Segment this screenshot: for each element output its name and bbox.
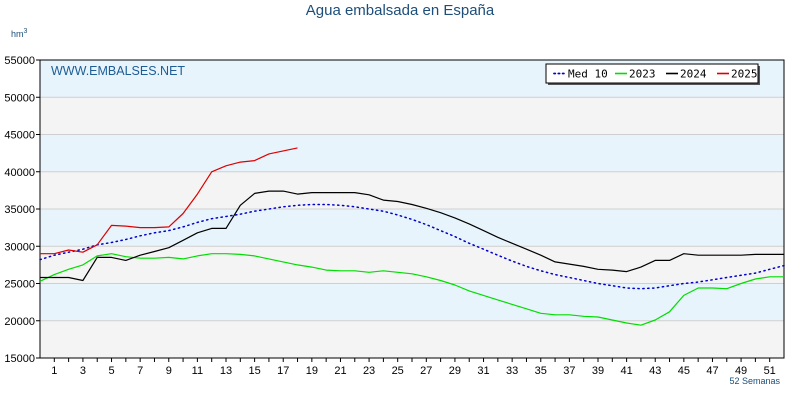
chart-title: Agua embalsada en España bbox=[306, 2, 495, 19]
x-tick-label: 13 bbox=[220, 365, 232, 377]
x-tick-label: 9 bbox=[166, 365, 172, 377]
y-tick-label: 20000 bbox=[4, 316, 35, 328]
x-tick-label: 25 bbox=[392, 365, 404, 377]
y-tick-label: 25000 bbox=[4, 279, 35, 291]
x-tick-label: 19 bbox=[306, 365, 318, 377]
x-tick-label: 43 bbox=[649, 365, 661, 377]
y-unit-label: hm3 bbox=[11, 28, 28, 39]
y-tick-label: 45000 bbox=[4, 130, 35, 142]
y-tick-label: 30000 bbox=[4, 241, 35, 253]
y-axis: 15000 20000 25000 30000 35000 40000 45000 50000… bbox=[4, 55, 40, 365]
x-tick-label: 39 bbox=[592, 365, 604, 377]
x-tick-label: 21 bbox=[334, 365, 346, 377]
plot-band bbox=[40, 246, 784, 284]
x-tick-label: 27 bbox=[420, 365, 432, 377]
y-tick-label: 15000 bbox=[4, 353, 35, 365]
x-tick-label: 47 bbox=[706, 365, 718, 377]
x-tick-label: 17 bbox=[277, 365, 289, 377]
x-tick-label: 1 bbox=[51, 365, 57, 377]
x-unit-label: 52 Semanas bbox=[729, 376, 780, 386]
plot-background bbox=[40, 60, 784, 358]
series-lines bbox=[39, 147, 785, 326]
legend-label: 2025 bbox=[731, 68, 758, 81]
legend-label: 2024 bbox=[680, 68, 707, 81]
x-tick-label: 51 bbox=[764, 365, 776, 377]
y-tick-label: 55000 bbox=[4, 55, 35, 67]
legend: Med 10 2023 2024 2025 bbox=[545, 63, 760, 85]
x-tick-label: 37 bbox=[563, 365, 575, 377]
legend-label: Med 10 bbox=[568, 68, 608, 81]
y-unit-exponent: 3 bbox=[24, 28, 28, 35]
x-tick-label: 35 bbox=[535, 365, 547, 377]
x-tick-label: 29 bbox=[449, 365, 461, 377]
y-unit-base: hm bbox=[11, 29, 24, 39]
x-axis: 1 3 5 7 9 11 13 15 17 19 21 23 25 27 29 31 33 35 37 39 41 43 4… bbox=[51, 358, 776, 377]
x-tick-label: 31 bbox=[477, 365, 489, 377]
series-line-2023 bbox=[39, 253, 784, 326]
x-tick-label: 41 bbox=[620, 365, 632, 377]
x-tick-label: 15 bbox=[248, 365, 260, 377]
x-tick-label: 5 bbox=[108, 365, 114, 377]
x-tick-label: 49 bbox=[735, 365, 747, 377]
plot-band bbox=[40, 97, 784, 135]
y-tick-label: 40000 bbox=[4, 167, 35, 179]
plot-band bbox=[40, 171, 784, 209]
y-tick-label: 35000 bbox=[4, 204, 35, 216]
plot-band bbox=[40, 134, 784, 172]
legend-box bbox=[545, 63, 759, 84]
y-tick-label: 50000 bbox=[4, 92, 35, 104]
series-line-med-10 bbox=[39, 203, 785, 290]
watermark: WWW.EMBALSES.NET bbox=[51, 64, 185, 78]
grid-lines bbox=[40, 96, 784, 322]
plot-band bbox=[40, 320, 784, 358]
plot-band bbox=[40, 283, 784, 321]
x-tick-label: 23 bbox=[363, 365, 375, 377]
x-tick-label: 45 bbox=[678, 365, 690, 377]
series-line-2025 bbox=[40, 147, 298, 255]
x-tick-label: 7 bbox=[137, 365, 143, 377]
series-line-2024 bbox=[40, 190, 784, 282]
legend-label: 2023 bbox=[629, 68, 656, 81]
x-tick-label: 33 bbox=[506, 365, 518, 377]
legend-items: Med 10 2023 2024 2025 bbox=[553, 68, 758, 81]
x-tick-label: 3 bbox=[80, 365, 86, 377]
x-tick-label: 11 bbox=[192, 365, 203, 377]
